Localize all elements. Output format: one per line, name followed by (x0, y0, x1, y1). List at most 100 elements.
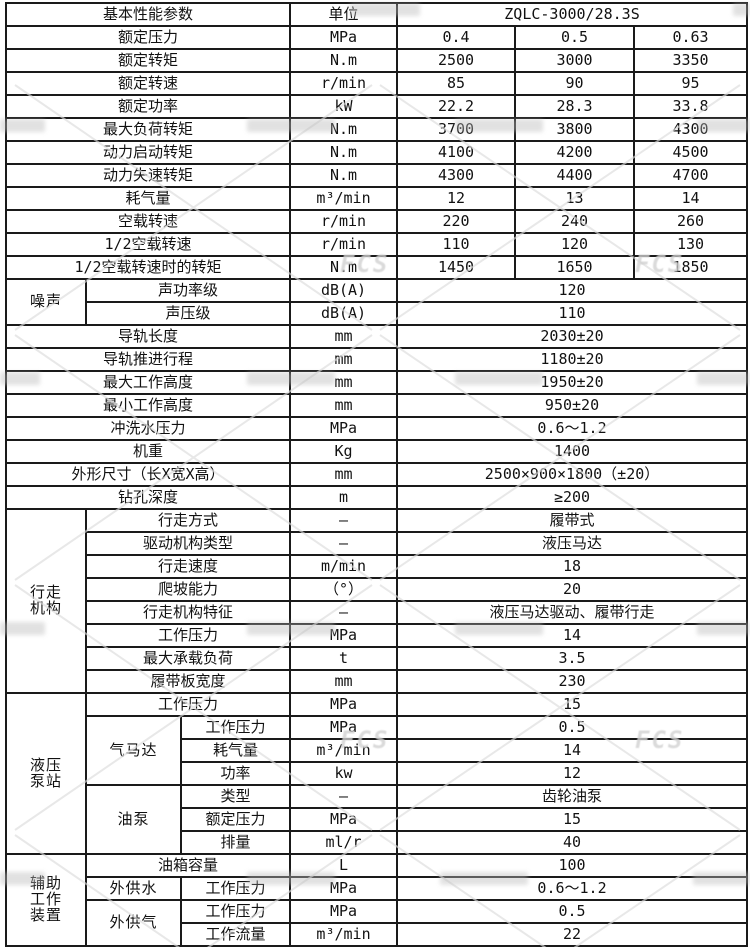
subgroup-label-oil-pump: 油泵 (85, 784, 182, 855)
value-cell: 100 (396, 853, 749, 878)
row-label: 额定压力 (179, 807, 292, 832)
row-label: 1/2空载转速 (4, 232, 292, 257)
value-cell: 2500 (396, 48, 517, 73)
row-label: 最大工作高度 (4, 370, 292, 395)
table-row: 冲洗水压力 MPa 0.6～1.2 (4, 416, 749, 441)
unit-cell: mm (289, 324, 399, 349)
unit-cell: MPa (289, 807, 399, 832)
table-row: 导轨长度 mm 2030±20 (4, 324, 749, 349)
value-cell: 14 (396, 738, 749, 763)
value-cell: 1180±20 (396, 347, 749, 372)
row-label: 类型 (179, 784, 292, 809)
unit-cell: MPa (289, 876, 399, 901)
row-label: 工作压力 (179, 899, 292, 924)
value-cell: 130 (633, 232, 749, 257)
value-cell: 230 (396, 669, 749, 694)
value-cell: 95 (633, 71, 749, 96)
value-cell: 3700 (396, 117, 517, 142)
value-cell: 4200 (514, 140, 636, 165)
table-row: 外供气 工作压力 MPa 0.5 (6, 899, 749, 947)
table-row: 最大工作高度 mm 1950±20 (4, 370, 749, 395)
value-cell: 0.6～1.2 (396, 876, 749, 901)
row-label: 动力失速转矩 (4, 163, 292, 188)
value-cell: 3000 (514, 48, 636, 73)
value-cell: 0.5 (396, 899, 749, 924)
row-label: 1/2空载转速时的转矩 (4, 255, 292, 280)
unit-cell: m³/min (289, 922, 399, 947)
row-label: 工作压力 (84, 623, 292, 648)
value-cell: 液压马达驱动、履带行走 (396, 600, 749, 625)
subgroup-label-air-motor: 气马达 (85, 715, 182, 786)
table-row: 驱动机构类型 — 液压马达 (6, 531, 749, 556)
value-cell: 12 (396, 761, 749, 786)
value-cell: 15 (396, 807, 749, 832)
value-cell: 0.63 (633, 25, 749, 50)
row-label: 最大负荷转矩 (4, 117, 292, 142)
row-label: 额定转矩 (4, 48, 292, 73)
value-cell: 履带式 (396, 508, 749, 533)
unit-cell: dB(A) (289, 301, 399, 326)
unit-cell: N.m (289, 48, 399, 73)
value-cell: 220 (396, 209, 517, 234)
table-row: 动力失速转矩 N.m 4300 4400 4700 (4, 163, 749, 188)
unit-cell: — (289, 784, 399, 809)
row-label: 排量 (179, 830, 292, 855)
table-row: 声压级 dB(A) 110 (6, 301, 749, 326)
value-cell: 0.6～1.2 (396, 416, 749, 441)
table-row: 1/2空载转速时的转矩 N.m 1450 1650 1850 (4, 255, 749, 280)
table-row: 最大承载负荷 t 3.5 (6, 646, 749, 671)
unit-cell: — (289, 600, 399, 625)
unit-cell: r/min (289, 232, 399, 257)
value-cell: 3350 (633, 48, 749, 73)
value-cell: 4300 (396, 163, 517, 188)
table-row: 行走 机构 行走方式 — 履带式 (5, 508, 749, 694)
table-row: 履带板宽度 mm 230 (6, 669, 749, 694)
row-label: 额定功率 (4, 94, 292, 119)
value-cell: 4100 (396, 140, 517, 165)
row-label: 空载转速 (4, 209, 292, 234)
value-cell: 0.4 (396, 25, 517, 50)
value-cell: 33.8 (633, 94, 749, 119)
value-cell: 4700 (633, 163, 749, 188)
unit-cell: — (289, 508, 399, 533)
value-cell: 950±20 (396, 393, 749, 418)
value-cell: 13 (514, 186, 636, 211)
table-row: 最大负荷转矩 N.m 3700 3800 4300 (4, 117, 749, 142)
value-cell: 240 (514, 209, 636, 234)
table-row: 1/2空载转速 r/min 110 120 130 (4, 232, 749, 257)
table-row: 机重 Kg 1400 (4, 439, 749, 464)
row-label: 额定压力 (4, 25, 292, 50)
table-row: 噪声 声功率级 dB(A) 120 (5, 278, 749, 326)
row-label: 声压级 (84, 301, 292, 326)
unit-cell: MPa (289, 25, 399, 50)
value-cell: 14 (633, 186, 749, 211)
row-label: 履带板宽度 (84, 669, 292, 694)
unit-cell: dB(A) (289, 278, 399, 303)
value-cell: 4400 (514, 163, 636, 188)
value-cell: 3.5 (396, 646, 749, 671)
row-label: 行走机构特征 (84, 600, 292, 625)
unit-cell: N.m (289, 140, 399, 165)
value-cell: 1850 (633, 255, 749, 280)
table-row: 动力启动转矩 N.m 4100 4200 4500 (4, 140, 749, 165)
row-label: 冲洗水压力 (4, 416, 292, 441)
table-row: 行走速度 m/min 18 (6, 554, 749, 579)
value-cell: 14 (396, 623, 749, 648)
row-label: 工作压力 (84, 692, 292, 717)
value-cell: 2500×900×1800（±20） (396, 462, 749, 487)
spec-table: 基本性能参数 单位 ZQLC-3000/28.3S 额定压力 MPa 0.4 0.5 0… (4, 2, 749, 947)
header-unit: 单位 (289, 2, 399, 27)
row-label: 外形尺寸（长X宽X高） (4, 462, 292, 487)
table-row: 油泵 类型 — 齿轮油泵 (6, 784, 749, 855)
unit-cell: m³/min (289, 738, 399, 763)
table-row: 额定压力 MPa 0.4 0.5 0.63 (4, 25, 749, 50)
value-cell: 15 (396, 692, 749, 717)
unit-cell: m/min (289, 554, 399, 579)
unit-cell: N.m (289, 255, 399, 280)
unit-cell: Kg (289, 439, 399, 464)
row-label: 爬坡能力 (84, 577, 292, 602)
unit-cell: L (289, 853, 399, 878)
unit-cell: MPa (289, 899, 399, 924)
value-cell: 1950±20 (396, 370, 749, 395)
